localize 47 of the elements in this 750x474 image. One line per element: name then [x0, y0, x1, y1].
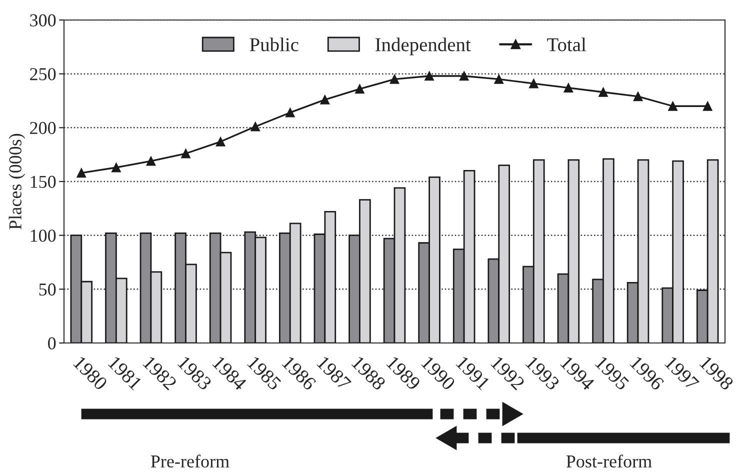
y-axis-title: Places (000s) — [8, 134, 26, 230]
text: Post-reform — [566, 454, 652, 468]
y-tick-label: 250 — [30, 68, 56, 80]
x-tick-label: 1986 — [282, 356, 317, 391]
x-tick-label: 1998 — [699, 356, 734, 391]
point — [250, 122, 260, 132]
y-tick-label: 0 — [48, 337, 56, 350]
x-tick-label: 1980 — [72, 356, 108, 391]
x-tick-label: 1984 — [212, 356, 248, 392]
point — [355, 84, 364, 94]
x-tick-label: 1985 — [246, 356, 282, 391]
point — [216, 136, 226, 146]
x-tick-label: 1983 — [177, 356, 212, 391]
text: Pre-reform — [150, 454, 230, 468]
point — [424, 71, 434, 81]
legend-label: Public — [250, 38, 298, 52]
point — [285, 108, 295, 118]
point — [76, 168, 86, 178]
y-tick-label: 300 — [30, 14, 56, 26]
point — [146, 156, 156, 166]
point — [390, 74, 400, 84]
point — [320, 94, 330, 104]
point — [112, 162, 121, 172]
point — [564, 83, 574, 93]
y-tick-label: 50 — [39, 283, 56, 296]
legend-label: Total — [547, 38, 586, 52]
y-tick-label: 150 — [30, 176, 56, 188]
x-tick-label: 1989 — [386, 356, 422, 391]
point — [668, 101, 678, 111]
y-tick-label: 200 — [30, 122, 56, 134]
point — [528, 78, 538, 88]
point — [598, 87, 608, 97]
legend-label: Independent — [375, 38, 471, 56]
y-tick-label: 100 — [30, 230, 56, 242]
x-tick-label: 1995 — [594, 356, 630, 391]
x-tick-label: 1990 — [420, 356, 456, 391]
x-tick-label: 1993 — [525, 356, 560, 391]
x-tick-label: 1996 — [630, 356, 665, 391]
x-tick-label: 1987 — [316, 356, 352, 391]
point — [633, 92, 643, 102]
x-tick-label: 1997 — [664, 356, 700, 391]
x-tick-label: 1994 — [560, 356, 596, 392]
point — [702, 101, 712, 111]
point — [459, 71, 469, 81]
x-tick-label: 1988 — [351, 356, 386, 391]
point — [181, 148, 190, 158]
point — [494, 74, 504, 84]
